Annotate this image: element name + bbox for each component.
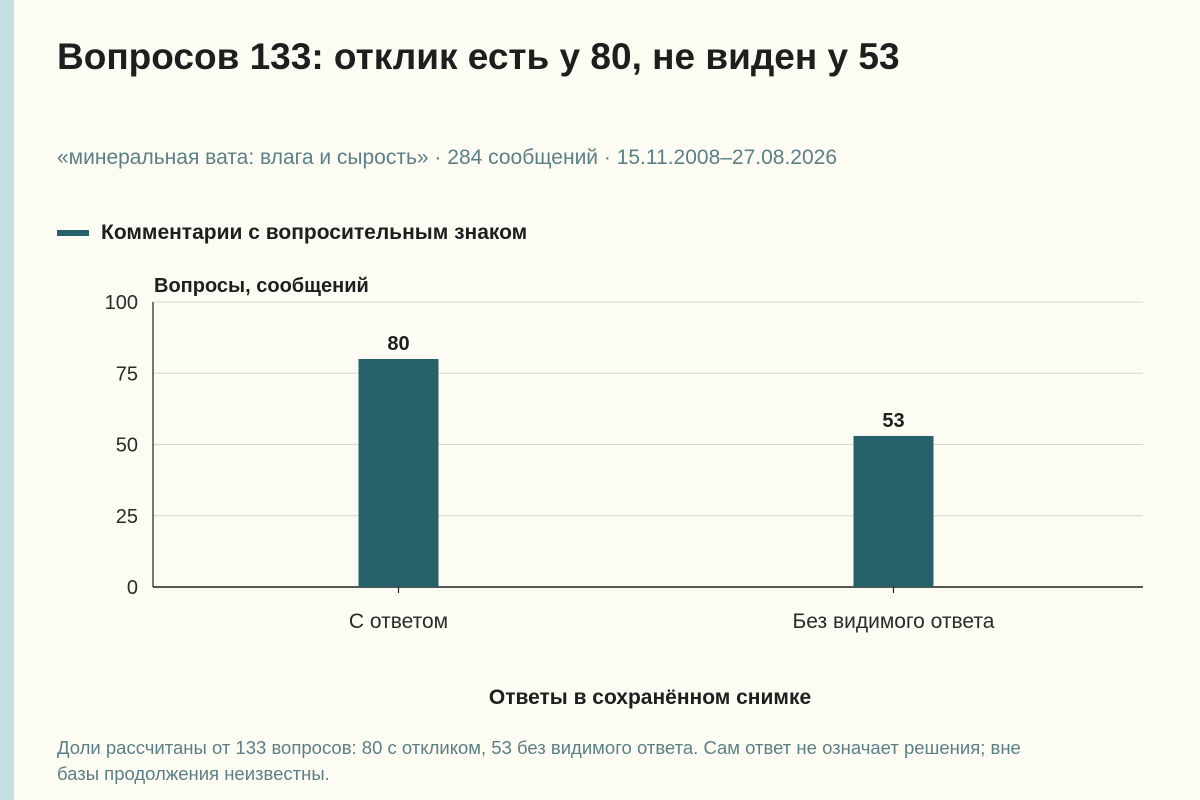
chart-legend: Комментарии с вопросительным знаком bbox=[57, 219, 527, 247]
bar bbox=[853, 435, 934, 587]
x-tick-label: Без видимого ответа bbox=[793, 610, 995, 633]
chart-subtitle: «минеральная вата: влага и сырость» · 28… bbox=[57, 146, 838, 169]
x-axis-title: Ответы в сохранённом снимке bbox=[488, 686, 812, 709]
legend-swatch bbox=[57, 230, 89, 236]
footnote: Доли рассчитаны от 133 вопросов: 80 с от… bbox=[57, 737, 1021, 784]
bar-data-label: 80 bbox=[387, 333, 409, 355]
y-tick-label: 75 bbox=[116, 363, 138, 385]
bar bbox=[358, 359, 439, 587]
y-tick-label: 50 bbox=[116, 435, 138, 457]
bar-data-label: 53 bbox=[882, 410, 904, 432]
y-tick-label: 25 bbox=[116, 506, 138, 528]
x-tick-label: С ответом bbox=[349, 610, 448, 633]
chart-title: Вопросов 133: отклик есть у 80, не виден… bbox=[57, 36, 900, 77]
side-accent-stripe bbox=[0, 0, 14, 800]
y-tick-label: 100 bbox=[105, 292, 138, 314]
legend-label: Комментарии с вопросительным знаком bbox=[101, 221, 528, 244]
y-axis-title: Вопросы, сообщений bbox=[154, 275, 369, 297]
y-tick-label: 0 bbox=[127, 577, 138, 599]
